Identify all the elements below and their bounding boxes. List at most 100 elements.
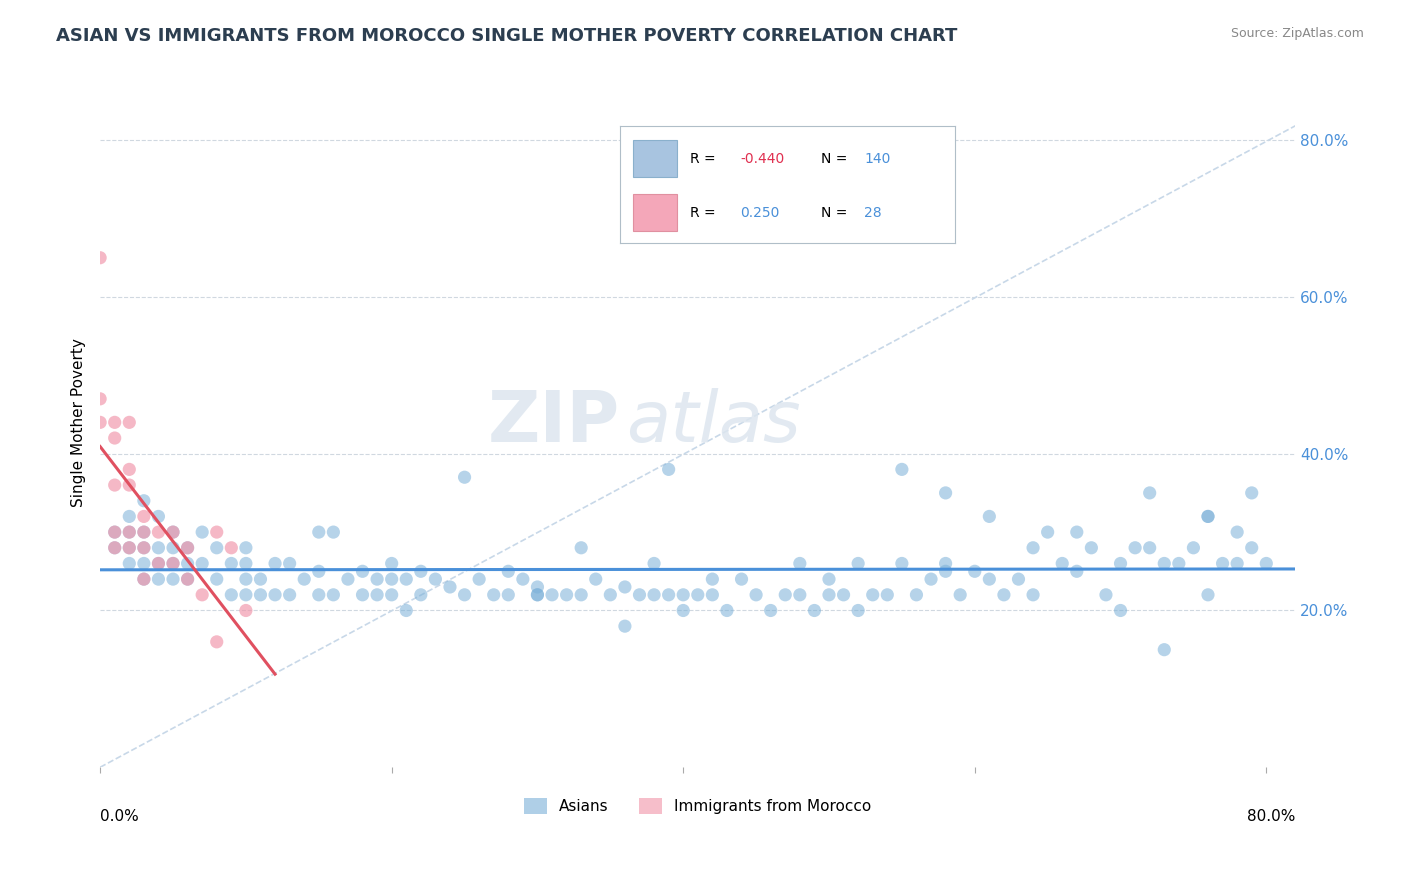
Point [541,588,564,602]
Point [308,588,330,602]
Point [104,478,127,492]
Point [643,588,665,602]
Point [176,541,198,555]
Text: atlas: atlas [626,388,800,457]
Point [1153,557,1175,571]
Text: ASIAN VS IMMIGRANTS FROM MOROCCO SINGLE MOTHER POVERTY CORRELATION CHART: ASIAN VS IMMIGRANTS FROM MOROCCO SINGLE … [56,27,957,45]
Point [949,588,972,602]
Point [132,541,155,555]
Point [1226,525,1249,540]
Point [526,588,548,602]
Point [148,572,170,586]
Point [132,509,155,524]
Point [1050,557,1073,571]
Point [249,588,271,602]
Point [439,580,461,594]
Point [425,572,447,586]
Point [702,572,724,586]
Point [162,525,184,540]
Point [1197,509,1219,524]
Point [104,525,127,540]
Point [658,462,681,476]
Point [132,525,155,540]
Point [1167,557,1189,571]
Point [162,572,184,586]
Point [599,588,621,602]
Point [205,635,228,649]
Point [205,525,228,540]
Point [352,588,374,602]
Point [1036,525,1059,540]
Point [569,541,592,555]
Point [381,588,404,602]
Point [1212,557,1234,571]
Point [979,572,1001,586]
Point [118,557,141,571]
Point [264,557,287,571]
Point [876,588,898,602]
Point [818,588,841,602]
Point [205,572,228,586]
Point [132,541,155,555]
Point [366,588,388,602]
Point [628,588,651,602]
Point [132,525,155,540]
Point [308,525,330,540]
Point [191,525,214,540]
Point [148,557,170,571]
Point [278,557,301,571]
Point [482,588,505,602]
Point [381,557,404,571]
Point [789,588,811,602]
Point [993,588,1015,602]
Point [1240,541,1263,555]
Point [132,493,155,508]
Point [235,541,257,555]
Point [176,557,198,571]
Point [221,541,243,555]
Point [191,557,214,571]
Point [935,557,957,571]
Point [176,541,198,555]
Point [1080,541,1102,555]
Point [176,572,198,586]
Text: ZIP: ZIP [488,388,620,457]
Point [832,588,855,602]
Point [526,588,548,602]
Point [498,564,520,578]
Point [1256,557,1278,571]
Point [249,572,271,586]
Point [1197,509,1219,524]
Point [162,541,184,555]
Point [118,541,141,555]
Point [963,564,986,578]
Point [803,603,825,617]
Point [846,603,869,617]
Point [118,462,141,476]
Point [235,557,257,571]
Point [118,478,141,492]
Point [1095,588,1118,602]
Point [672,588,695,602]
Point [1123,541,1146,555]
Point [278,588,301,602]
Point [526,580,548,594]
Point [1182,541,1205,555]
Point [336,572,359,586]
Text: 0.0%: 0.0% [100,809,139,823]
Point [322,525,344,540]
Point [730,572,752,586]
Point [104,525,127,540]
Point [613,580,636,594]
Point [352,564,374,578]
Point [890,462,912,476]
Point [148,541,170,555]
Point [308,564,330,578]
Point [191,588,214,602]
Point [292,572,315,586]
Point [1240,486,1263,500]
Point [395,572,418,586]
Point [322,588,344,602]
Point [89,392,111,406]
Point [176,572,198,586]
